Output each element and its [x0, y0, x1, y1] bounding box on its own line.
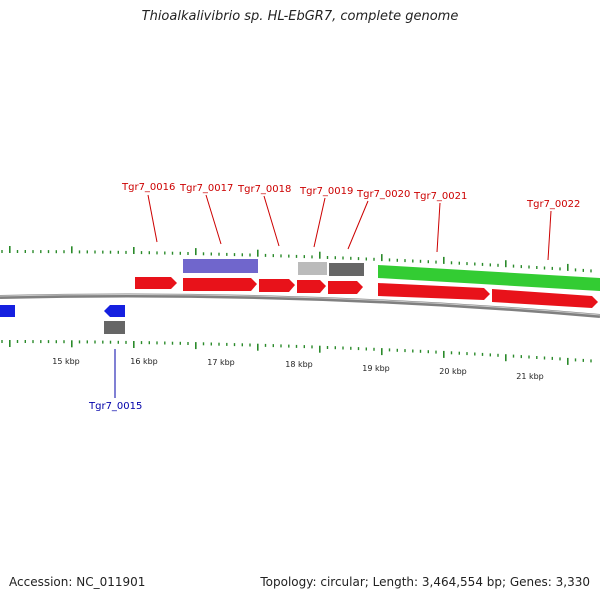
feature-purple-tgr7-0017 — [183, 259, 258, 273]
gene-label-tgr7-0022[interactable]: Tgr7_0022 — [526, 199, 580, 210]
scale-label-15kbp: 15 kbp — [52, 357, 80, 366]
feature-reverse-edge — [0, 305, 15, 317]
feature-tgr7-0015[interactable] — [104, 305, 125, 317]
gene-label-tgr7-0017[interactable]: Tgr7_0017 — [179, 183, 233, 194]
feature-tgr7-0022[interactable] — [492, 289, 598, 308]
gene-label-tgr7-0016[interactable]: Tgr7_0016 — [121, 182, 175, 193]
genome-backbone — [0, 293, 600, 318]
inner-tick-ring — [1, 340, 592, 365]
callout-lines — [114, 194, 552, 398]
accession-label: Accession: NC_011901 — [9, 575, 146, 589]
feature-gray-light-tgr7-0019 — [298, 262, 327, 275]
feature-tgr7-0017[interactable] — [183, 278, 257, 291]
gene-label-tgr7-0021[interactable]: Tgr7_0021 — [413, 191, 467, 202]
feature-tgr7-0020[interactable] — [328, 281, 363, 294]
scale-label-20kbp: 20 kbp — [439, 367, 467, 376]
feature-tgr7-0021[interactable] — [378, 283, 490, 300]
genome-title: Thioalkalivibrio sp. HL-EbGR7, complete … — [141, 9, 459, 24]
gene-label-tgr7-0018[interactable]: Tgr7_0018 — [237, 184, 291, 195]
gene-label-tgr7-0020[interactable]: Tgr7_0020 — [356, 189, 410, 200]
scale-label-17kbp: 17 kbp — [207, 358, 235, 367]
feature-tgr7-0016[interactable] — [135, 277, 177, 289]
scale-label-21kbp: 21 kbp — [516, 372, 544, 381]
genome-backbone-highlight — [0, 294, 600, 316]
feature-tgr7-0019[interactable] — [297, 280, 326, 293]
scale-label-18kbp: 18 kbp — [285, 360, 313, 369]
outer-tick-ring — [1, 246, 592, 273]
scale-label-19kbp: 19 kbp — [362, 364, 390, 373]
topology-label: Topology: circular; Length: 3,464,554 bp… — [260, 575, 590, 589]
scale-label-16kbp: 16 kbp — [130, 357, 158, 366]
gene-label-tgr7-0019[interactable]: Tgr7_0019 — [299, 186, 353, 197]
feature-gray-dark-tgr7-0020 — [329, 263, 364, 276]
feature-tgr7-0018[interactable] — [259, 279, 295, 292]
feature-green-tgr7-0021-0022 — [378, 265, 600, 291]
feature-gray-tgr7-0015 — [104, 321, 125, 334]
gene-label-tgr7-0015[interactable]: Tgr7_0015 — [88, 401, 142, 412]
